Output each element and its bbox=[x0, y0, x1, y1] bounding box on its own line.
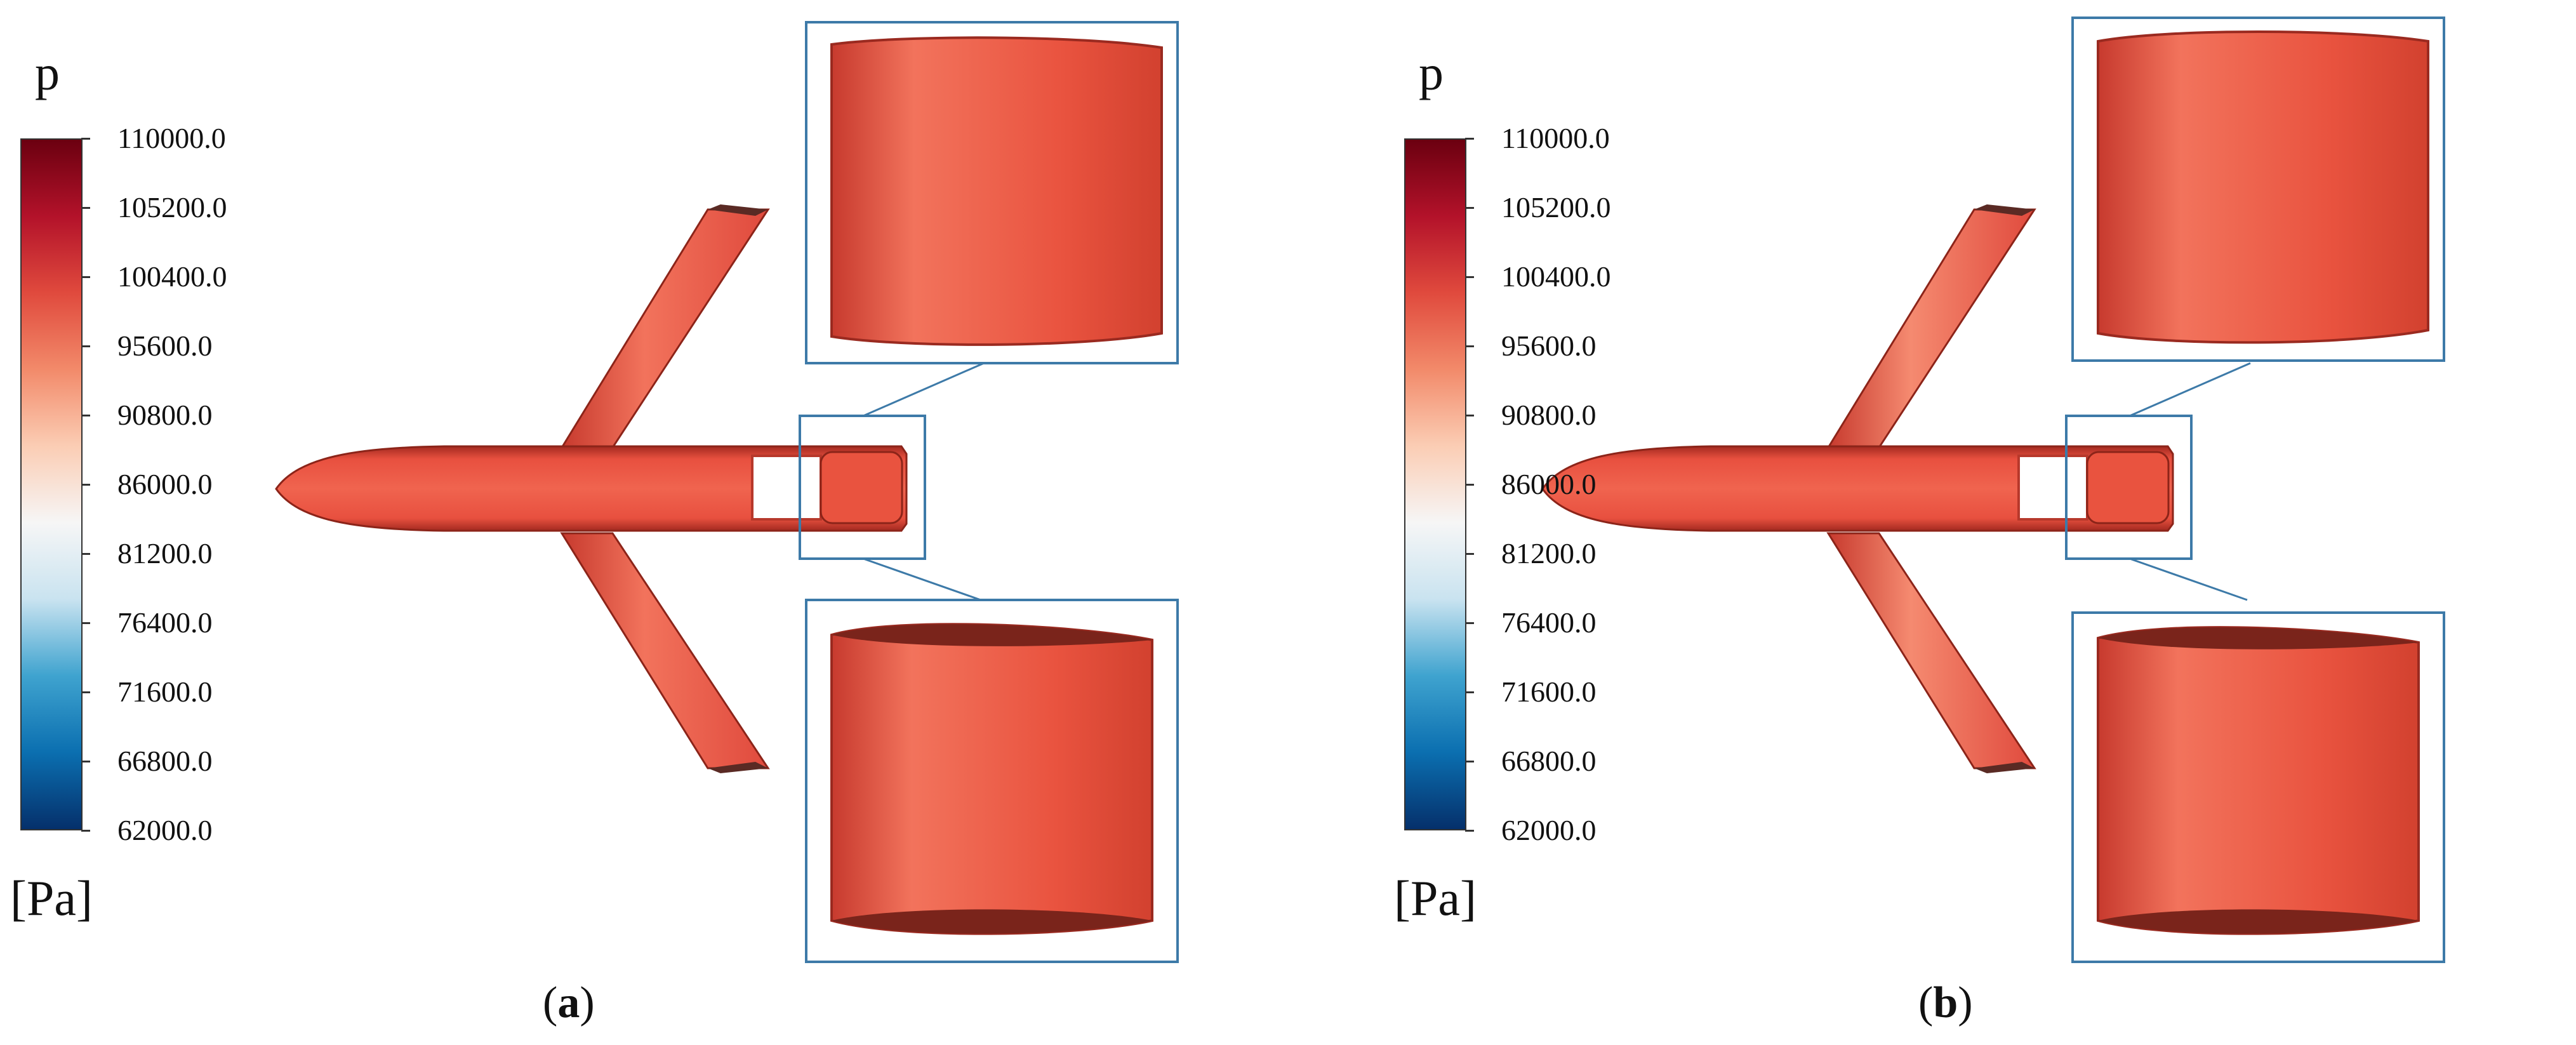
inset-bottom-rim-bottom bbox=[2098, 909, 2419, 934]
colorbar-tick-label: 100400.0 bbox=[1501, 260, 1611, 293]
lower-wing-tip bbox=[1974, 762, 2035, 773]
aircraft-pressure-contour bbox=[1541, 17, 2445, 963]
colorbar-tick-mark bbox=[1465, 484, 1474, 486]
colorbar-tick-mark bbox=[1465, 622, 1474, 624]
colorbar-tick-label: 76400.0 bbox=[117, 606, 213, 639]
colorbar-tick-mark bbox=[81, 138, 90, 140]
engine-nacelle bbox=[820, 451, 903, 524]
colorbar-tick-mark bbox=[1465, 345, 1474, 347]
upper-wing bbox=[1826, 208, 2036, 449]
colorbar-tick-mark bbox=[81, 484, 90, 486]
colorbar-tick-mark bbox=[1465, 691, 1474, 693]
inset-bottom-surface bbox=[2097, 626, 2420, 935]
colorbar-tick-mark bbox=[81, 276, 90, 278]
zoom-connector-bottom bbox=[863, 557, 981, 601]
zoom-region-box bbox=[2065, 415, 2193, 560]
colorbar-tick-label: 105200.0 bbox=[1501, 191, 1611, 223]
duct-opening bbox=[751, 455, 822, 521]
lower-wing-tip bbox=[708, 762, 768, 773]
colorbar-tick-mark bbox=[81, 761, 90, 762]
inset-bottom-rim-top bbox=[832, 624, 1152, 646]
colorbar-tick-mark bbox=[81, 691, 90, 693]
colorbar-variable-label: p bbox=[35, 45, 60, 100]
colorbar-tick-label: 95600.0 bbox=[117, 329, 213, 362]
duct-opening bbox=[2017, 455, 2088, 521]
colorbar-tick-mark bbox=[1465, 830, 1474, 832]
colorbar-variable-label: p bbox=[1419, 45, 1444, 100]
inset-top-surface bbox=[830, 36, 1163, 346]
colorbar-tick-label: 71600.0 bbox=[117, 676, 213, 708]
colorbar-tick-label: 95600.0 bbox=[1501, 329, 1597, 362]
colorbar-tick-label: 86000.0 bbox=[1501, 468, 1597, 500]
colorbar-tick-mark bbox=[1465, 553, 1474, 555]
colorbar-tick-mark bbox=[1465, 207, 1474, 209]
panel-b: p [Pa] bbox=[1384, 0, 2576, 1045]
upper-wing bbox=[560, 208, 770, 449]
panel-a: p [Pa] bbox=[10, 21, 1179, 1027]
inset-top-surface bbox=[2097, 30, 2429, 344]
colorbar-tick-mark bbox=[1465, 415, 1474, 416]
upper-wing-tip bbox=[708, 204, 768, 216]
colorbar-tick-label: 62000.0 bbox=[117, 814, 213, 846]
engine-nacelle bbox=[2086, 451, 2170, 524]
colorbar-tick-mark bbox=[1465, 761, 1474, 762]
zoom-connector-top bbox=[863, 362, 985, 417]
colorbar-unit-label: [Pa] bbox=[1394, 870, 1477, 926]
zoom-region-box bbox=[799, 415, 926, 560]
colorbar-tick-mark bbox=[81, 207, 90, 209]
inset-bottom-surface bbox=[830, 623, 1153, 935]
colorbar-tick-mark bbox=[1465, 276, 1474, 278]
colorbar-tick-mark bbox=[81, 622, 90, 624]
colorbar-tick-label: 66800.0 bbox=[117, 745, 213, 777]
panel-caption: (b) bbox=[1918, 978, 1973, 1027]
upper-wing-tip bbox=[1974, 204, 2035, 216]
colorbar-unit-label: [Pa] bbox=[10, 870, 93, 926]
colorbar-tick-label: 66800.0 bbox=[1501, 745, 1597, 777]
colorbar-tick-label: 105200.0 bbox=[117, 191, 227, 223]
zoom-connector-top bbox=[2129, 362, 2251, 417]
inset-bottom-rim-top bbox=[2098, 627, 2419, 649]
colorbar-tick-label: 71600.0 bbox=[1501, 676, 1597, 708]
colorbar-tick-label: 62000.0 bbox=[1501, 814, 1597, 846]
colorbar-tick-label: 81200.0 bbox=[117, 537, 213, 569]
colorbar-tick-mark bbox=[81, 830, 90, 832]
colorbar-tick-label: 86000.0 bbox=[117, 468, 213, 500]
colorbar-tick-label: 81200.0 bbox=[1501, 537, 1597, 569]
colorbar-tick-label: 76400.0 bbox=[1501, 606, 1597, 639]
colorbar-tick-label: 100400.0 bbox=[117, 260, 227, 293]
colorbar-tick-label: 90800.0 bbox=[117, 399, 213, 431]
zoom-connector-bottom bbox=[2129, 557, 2248, 601]
colorbar-tick-label: 110000.0 bbox=[1501, 122, 1610, 154]
lower-wing bbox=[1826, 532, 2036, 769]
fuselage bbox=[275, 445, 908, 532]
colorbar-tick-label: 110000.0 bbox=[117, 122, 226, 154]
aircraft-pressure-contour bbox=[275, 21, 1179, 963]
inset-bottom-rim-bottom bbox=[832, 909, 1152, 934]
colorbar-tick-label: 90800.0 bbox=[1501, 399, 1597, 431]
colorbar-tick-mark bbox=[81, 345, 90, 347]
colorbar-tick-mark bbox=[1465, 138, 1474, 140]
colorbar-tick-mark bbox=[81, 553, 90, 555]
fuselage bbox=[1541, 445, 2174, 532]
pressure-colorbar bbox=[20, 138, 83, 830]
panel-caption: (a) bbox=[543, 978, 595, 1027]
lower-wing bbox=[560, 532, 770, 769]
colorbar-tick-mark bbox=[81, 415, 90, 416]
